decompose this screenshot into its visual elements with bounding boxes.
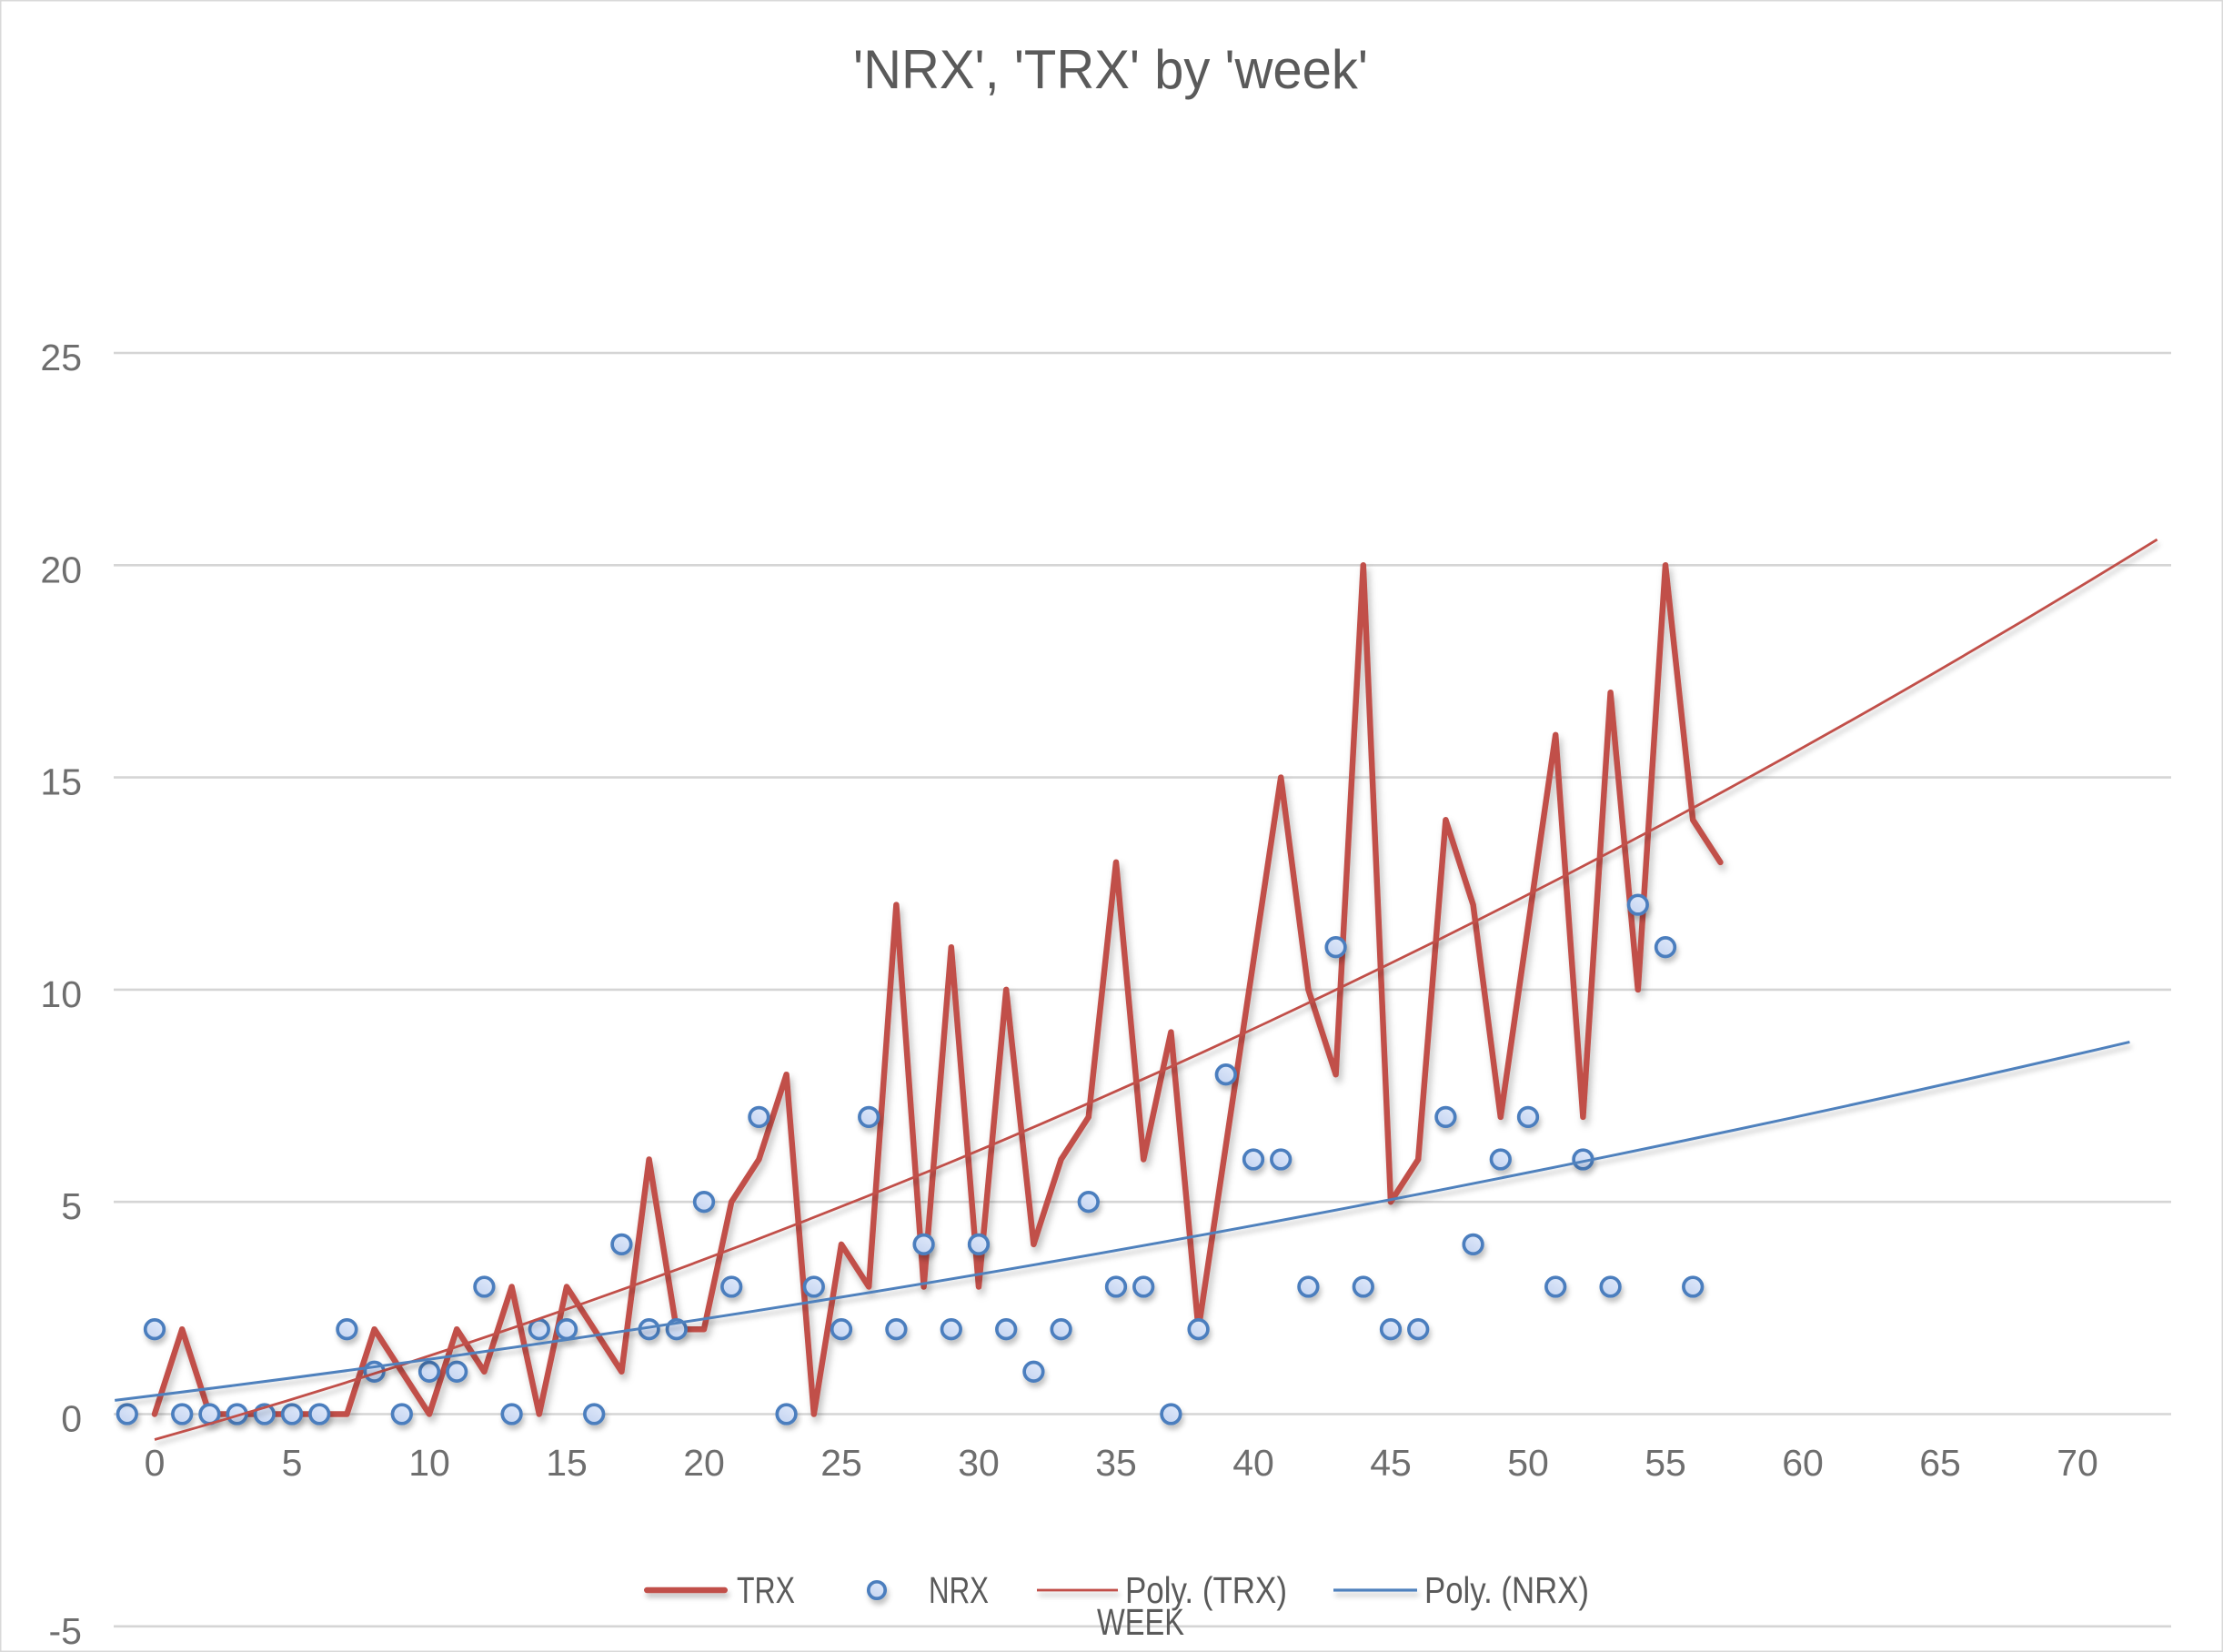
- svg-text:55: 55: [1645, 1442, 1686, 1484]
- svg-text:10: 10: [408, 1442, 450, 1484]
- svg-text:15: 15: [546, 1442, 588, 1484]
- svg-text:50: 50: [1507, 1442, 1549, 1484]
- svg-text:20: 20: [40, 549, 82, 590]
- svg-text:20: 20: [683, 1442, 725, 1484]
- svg-text:Poly. (TRX): Poly. (TRX): [1125, 1569, 1287, 1611]
- svg-text:Poly. (NRX): Poly. (NRX): [1424, 1569, 1589, 1611]
- svg-text:65: 65: [1919, 1442, 1961, 1484]
- svg-text:5: 5: [61, 1185, 82, 1227]
- svg-text:-5: -5: [49, 1610, 82, 1652]
- svg-text:25: 25: [820, 1442, 862, 1484]
- svg-text:0: 0: [145, 1442, 166, 1484]
- svg-text:WEEK: WEEK: [1097, 1601, 1184, 1643]
- svg-text:TRX: TRX: [737, 1569, 795, 1611]
- svg-text:30: 30: [958, 1442, 1000, 1484]
- svg-text:40: 40: [1232, 1442, 1274, 1484]
- svg-text:'NRX', 'TRX' by 'week': 'NRX', 'TRX' by 'week': [853, 39, 1368, 100]
- svg-text:70: 70: [2057, 1442, 2098, 1484]
- svg-text:45: 45: [1370, 1442, 1412, 1484]
- svg-text:60: 60: [1782, 1442, 1824, 1484]
- svg-text:25: 25: [40, 337, 82, 378]
- svg-text:15: 15: [40, 761, 82, 803]
- svg-text:10: 10: [40, 973, 82, 1015]
- svg-text:0: 0: [61, 1398, 82, 1440]
- svg-text:35: 35: [1095, 1442, 1137, 1484]
- svg-text:5: 5: [282, 1442, 303, 1484]
- svg-text:NRX: NRX: [929, 1569, 989, 1611]
